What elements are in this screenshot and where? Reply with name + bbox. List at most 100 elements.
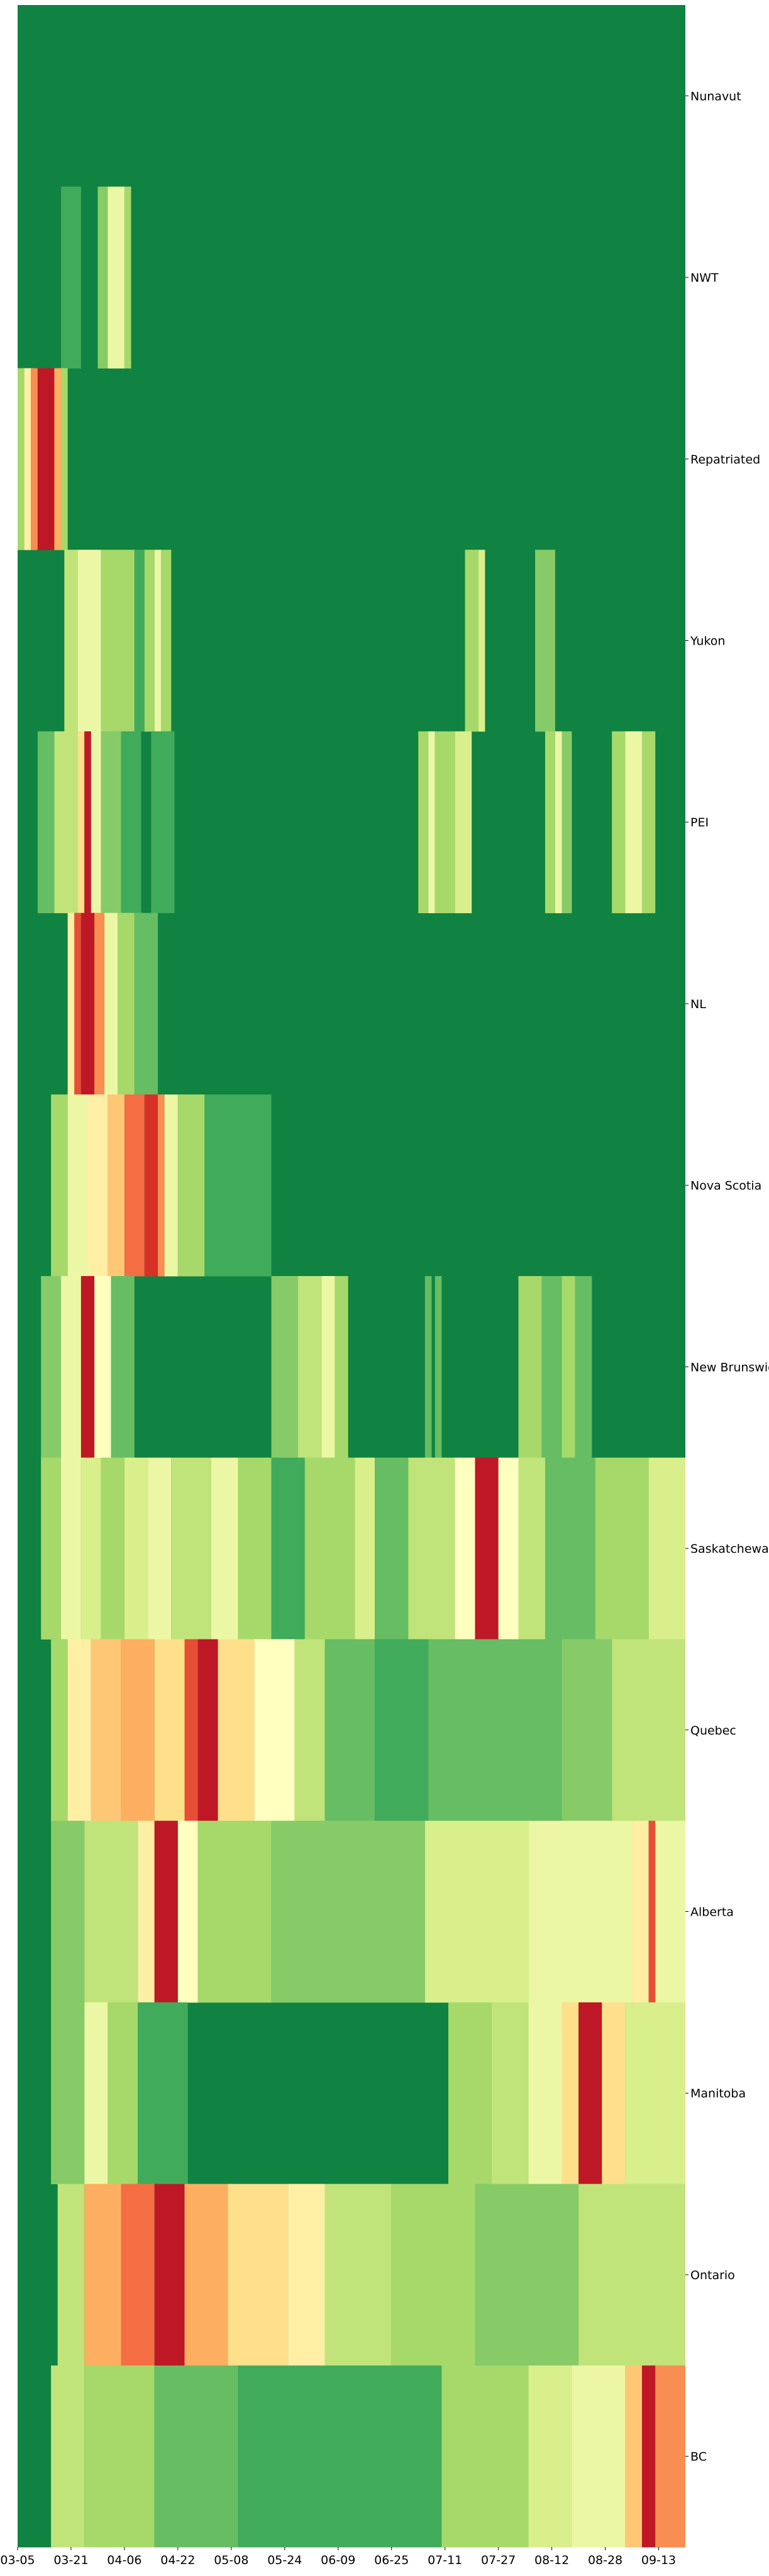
heatmap-cell — [51, 1821, 85, 2003]
heatmap-cell — [424, 1276, 432, 1458]
heatmap-cell — [641, 731, 656, 914]
heatmap-cell — [124, 1094, 145, 1277]
heatmap-cell — [632, 1821, 649, 2003]
heatmap-cell — [124, 186, 131, 369]
heatmap-cell — [197, 1639, 218, 1821]
heatmap-cell — [578, 2002, 602, 2185]
heatmap-cell — [572, 2365, 626, 2548]
row-label: Ontario — [690, 2268, 735, 2282]
heatmap-cell — [321, 1276, 335, 1458]
heatmap-cell — [528, 2002, 562, 2185]
heatmap-cell — [475, 1457, 499, 1640]
heatmap-cell — [77, 731, 85, 914]
heatmap-cell — [288, 2184, 325, 2366]
heatmap-cell — [84, 1821, 138, 2003]
heatmap-cell — [51, 2365, 85, 2548]
heatmap-cell — [108, 186, 124, 369]
heatmap-cell — [238, 1457, 272, 1640]
heatmap-cell — [18, 368, 25, 550]
x-tick-label: 05-24 — [267, 2553, 302, 2567]
heatmap-cell — [134, 550, 145, 732]
heatmap-cell — [324, 2184, 392, 2366]
heatmap-cell — [158, 1094, 165, 1277]
heatmap-cell — [84, 2002, 108, 2185]
heatmap-cell — [434, 1276, 442, 1458]
heatmap-cell — [84, 2184, 121, 2366]
heatmap-row-background — [18, 368, 685, 550]
heatmap-cell — [434, 731, 455, 914]
heatmap-cell — [271, 1457, 305, 1640]
heatmap-cell — [118, 913, 135, 1095]
heatmap-cell — [304, 1457, 355, 1640]
heatmap-cell — [41, 1457, 62, 1640]
heatmap-cell — [428, 1639, 562, 1821]
heatmap-cell — [625, 2002, 685, 2185]
heatmap-cell — [562, 1639, 612, 1821]
heatmap-cell — [391, 2184, 475, 2366]
heatmap-cell — [238, 2365, 442, 2548]
row-label: Saskatchewan — [690, 1542, 769, 1556]
heatmap-cell — [518, 1276, 542, 1458]
heatmap-cell — [64, 550, 78, 732]
heatmap-cell — [541, 1276, 562, 1458]
heatmap-cell — [335, 1276, 348, 1458]
heatmap-cell — [80, 1276, 95, 1458]
heatmap-cell — [218, 1639, 255, 1821]
heatmap-cell — [478, 550, 485, 732]
heatmap-cell — [24, 368, 31, 550]
heatmap-cell — [67, 1639, 91, 1821]
heatmap-cell — [51, 1639, 68, 1821]
x-tick-label: 05-08 — [214, 2553, 248, 2567]
heatmap-cell — [535, 550, 555, 732]
heatmap-cell — [562, 1276, 575, 1458]
heatmap-cell — [562, 731, 572, 914]
heatmap-cell — [94, 913, 105, 1095]
heatmap-cell — [61, 1457, 81, 1640]
heatmap-cell — [655, 1821, 685, 2003]
heatmap-cell — [67, 913, 75, 1095]
heatmap-cell — [424, 1821, 529, 2003]
row-label: NL — [690, 997, 706, 1011]
heatmap-cell — [37, 368, 55, 550]
heatmap-cell — [80, 913, 95, 1095]
heatmap-cell — [31, 368, 38, 550]
heatmap-cell — [211, 1457, 238, 1640]
heatmap-cell — [612, 731, 626, 914]
heatmap-cell — [108, 2002, 138, 2185]
heatmap-cell — [441, 2365, 529, 2548]
heatmap-cell — [97, 186, 108, 369]
x-tick-label: 04-06 — [107, 2553, 141, 2567]
heatmap-cell — [154, 2365, 238, 2548]
heatmap-cell — [324, 1639, 375, 1821]
x-tick-label: 03-21 — [53, 2553, 88, 2567]
heatmap-cell — [154, 2184, 185, 2366]
heatmap-cell — [61, 368, 68, 550]
heatmap-cell — [154, 1821, 178, 2003]
row-label: Nova Scotia — [690, 1179, 761, 1193]
x-tick-label: 06-25 — [374, 2553, 409, 2567]
heatmap-cell — [164, 1094, 178, 1277]
heatmap-cell — [595, 1457, 649, 1640]
x-tick-label: 08-12 — [534, 2553, 569, 2567]
row-label: Quebec — [690, 1724, 736, 1738]
heatmap-cell — [171, 1457, 211, 1640]
heatmap-cell — [298, 1276, 322, 1458]
heatmap-cell — [148, 1457, 172, 1640]
x-tick-label: 09-13 — [641, 2553, 676, 2567]
heatmap-cell — [578, 2184, 685, 2366]
x-tick-label: 07-11 — [428, 2553, 462, 2567]
heatmap-cell — [74, 913, 81, 1095]
heatmap-cell — [408, 1457, 455, 1640]
heatmap-cell — [648, 1457, 685, 1640]
heatmap-cell — [465, 550, 479, 732]
heatmap-cell — [138, 1821, 155, 2003]
heatmap-cell — [104, 913, 118, 1095]
heatmap-cell — [61, 186, 81, 369]
heatmap-cell — [648, 1821, 656, 2003]
heatmap-cell — [151, 731, 175, 914]
heatmap-cell — [545, 731, 555, 914]
heatmap-cell — [37, 731, 55, 914]
heatmap-cell — [271, 1276, 299, 1458]
heatmap-cell — [228, 2184, 289, 2366]
